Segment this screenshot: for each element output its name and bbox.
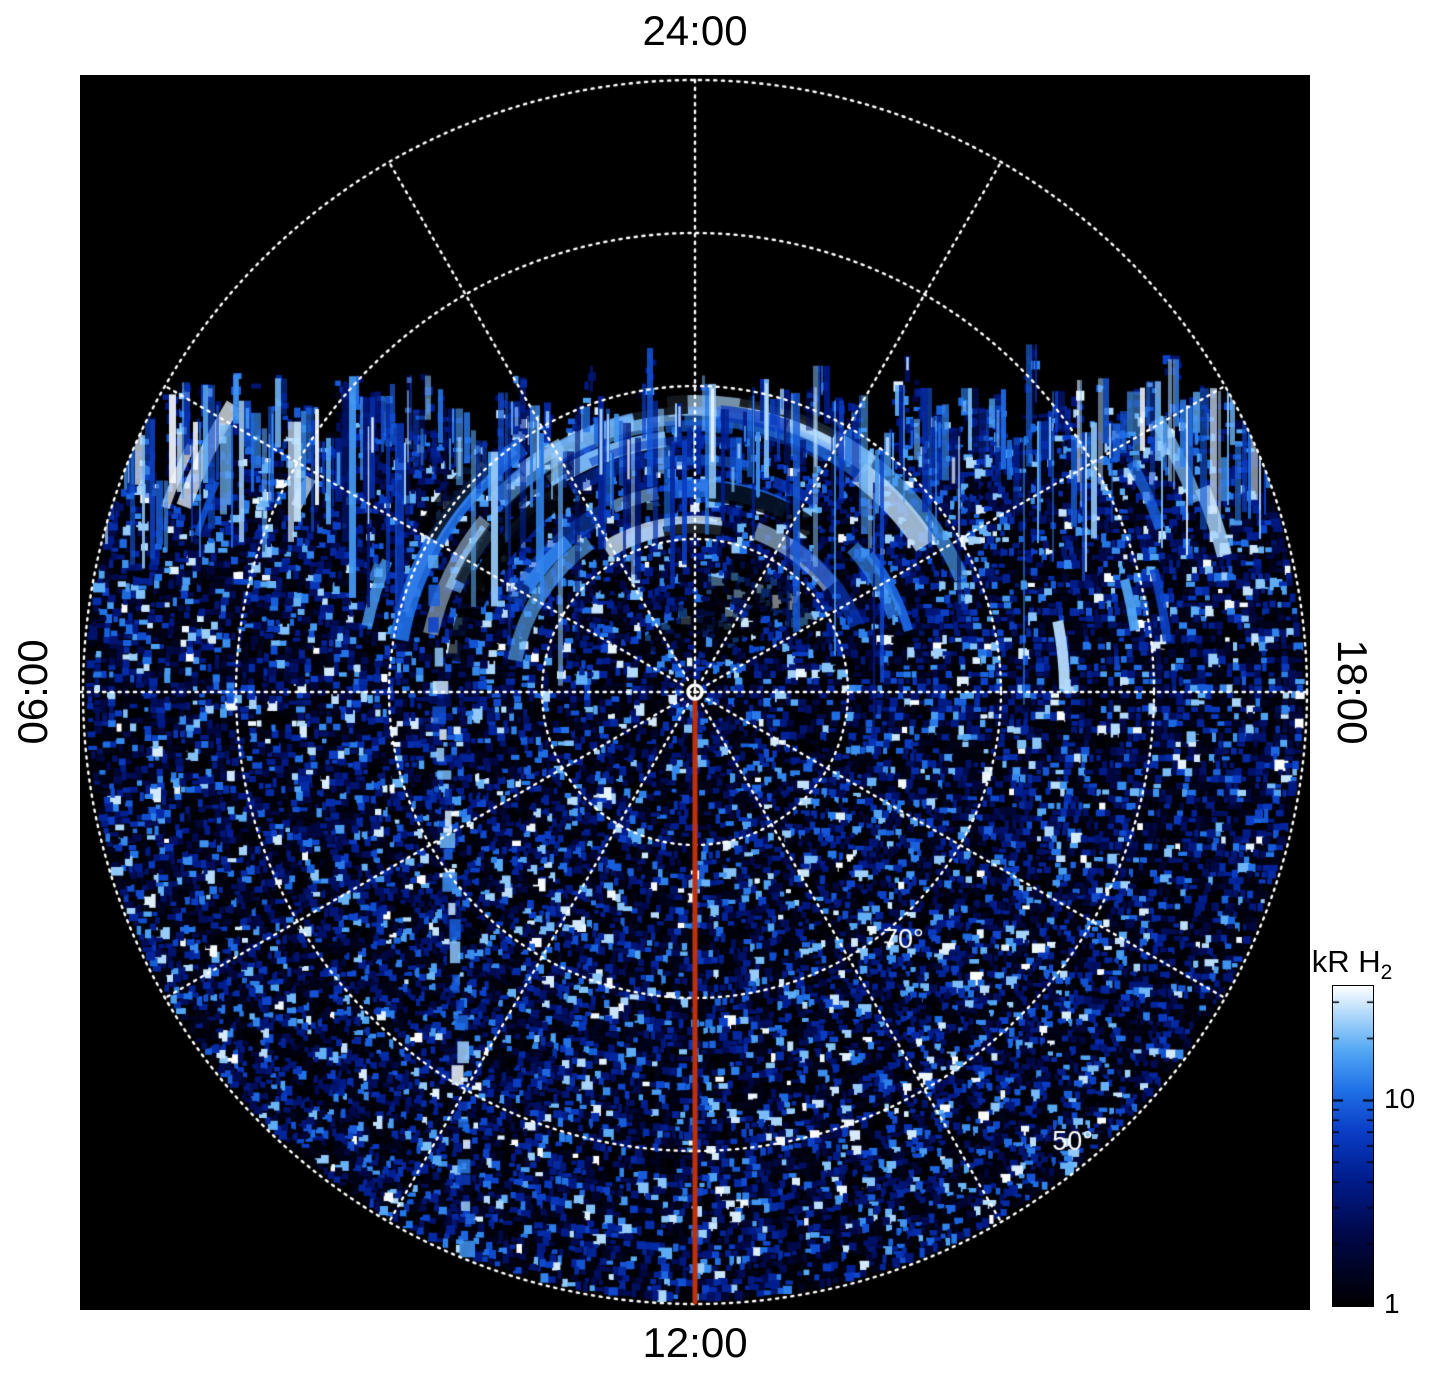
colorbar-title-subscript: 2 [1380,961,1393,985]
colorbar-tick-label-1: 1 [1384,1288,1400,1319]
colorbar [1332,985,1374,1307]
colorbar-tick-label-10: 10 [1384,1083,1416,1115]
colorbar-title: kR H2 [1312,944,1393,985]
polar-heatmap [80,75,1310,1310]
axis-label-24h: 24:00 [642,7,748,54]
axis-label-06h: 06:00 [9,639,56,745]
axis-label-18h: 18:00 [1329,639,1376,745]
colorbar-title-text: kR H [1311,944,1381,979]
axis-label-12h: 12:00 [642,1319,748,1366]
